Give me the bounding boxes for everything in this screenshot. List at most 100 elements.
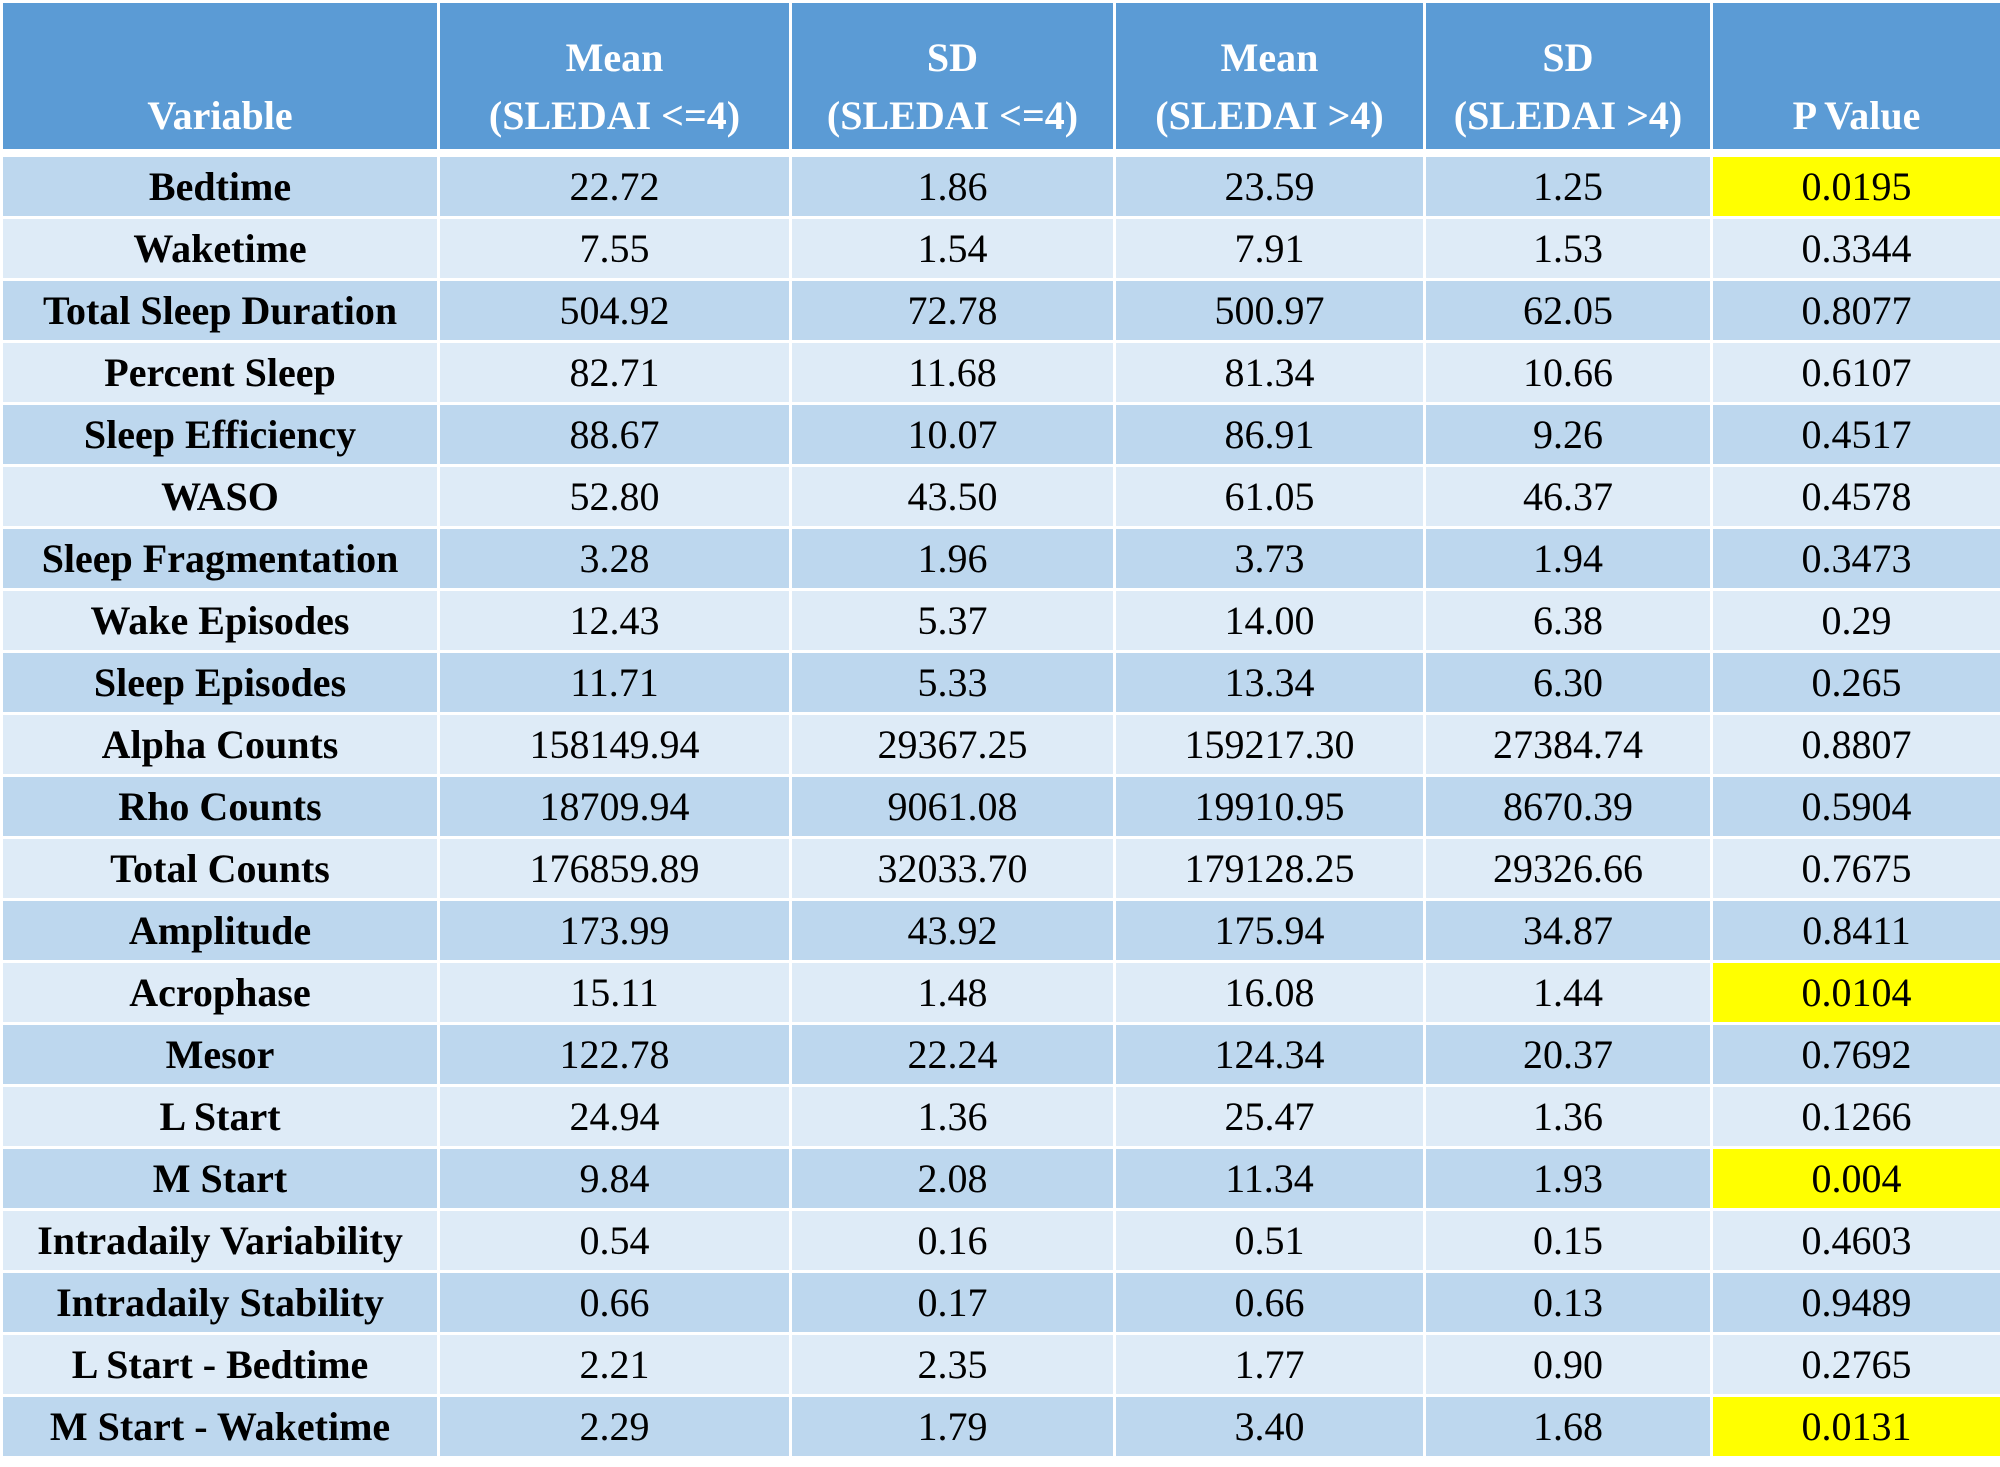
cell: 173.99 xyxy=(437,898,792,963)
cell: 13.34 xyxy=(1113,650,1426,715)
cell: 0.90 xyxy=(1423,1332,1713,1397)
cell: 504.92 xyxy=(437,278,792,343)
cell: 3.40 xyxy=(1113,1394,1426,1459)
header-text: Variable xyxy=(147,93,293,138)
table-row: Bedtime 22.72 1.86 23.59 1.25 0.0195 xyxy=(0,151,2000,219)
header-text: Mean xyxy=(565,35,664,80)
cell: 0.9489 xyxy=(1710,1270,2000,1335)
header-text: P Value xyxy=(1792,93,1921,138)
cell: 10.66 xyxy=(1423,340,1713,405)
cell: 124.34 xyxy=(1113,1022,1426,1087)
cell: 32033.70 xyxy=(789,836,1116,901)
cell: 22.24 xyxy=(789,1022,1116,1087)
cell: 2.08 xyxy=(789,1146,1116,1211)
cell: 9.84 xyxy=(437,1146,792,1211)
cell: 159217.30 xyxy=(1113,712,1426,777)
cell: 0.004 xyxy=(1710,1146,2000,1211)
cell: 0.7675 xyxy=(1710,836,2000,901)
cell: 0.0131 xyxy=(1710,1394,2000,1459)
cell: 29367.25 xyxy=(789,712,1116,777)
row-label: M Start xyxy=(0,1146,440,1211)
cell: 43.50 xyxy=(789,464,1116,529)
cell: 1.86 xyxy=(789,151,1116,219)
cell: 0.3473 xyxy=(1710,526,2000,591)
cell: 1.79 xyxy=(789,1394,1116,1459)
table-row: Sleep Episodes 11.71 5.33 13.34 6.30 0.265 xyxy=(0,650,2000,715)
cell: 1.77 xyxy=(1113,1332,1426,1397)
cell: 176859.89 xyxy=(437,836,792,901)
header-cell: Variable xyxy=(0,0,440,155)
cell: 0.4578 xyxy=(1710,464,2000,529)
cell: 0.3344 xyxy=(1710,216,2000,281)
cell: 2.29 xyxy=(437,1394,792,1459)
row-label: L Start xyxy=(0,1084,440,1149)
header-cell: SD (SLEDAI <=4) xyxy=(789,0,1116,155)
cell: 122.78 xyxy=(437,1022,792,1087)
cell: 2.21 xyxy=(437,1332,792,1397)
cell: 14.00 xyxy=(1113,588,1426,653)
cell: 1.96 xyxy=(789,526,1116,591)
table-row: M Start 9.84 2.08 11.34 1.93 0.004 xyxy=(0,1146,2000,1211)
row-label: Total Sleep Duration xyxy=(0,278,440,343)
cell: 0.1266 xyxy=(1710,1084,2000,1149)
cell: 6.38 xyxy=(1423,588,1713,653)
cell: 2.35 xyxy=(789,1332,1116,1397)
header-text: (SLEDAI <=4) xyxy=(826,93,1079,138)
cell: 86.91 xyxy=(1113,402,1426,467)
cell: 3.73 xyxy=(1113,526,1426,591)
cell: 34.87 xyxy=(1423,898,1713,963)
cell: 0.66 xyxy=(1113,1270,1426,1335)
table-row: Wake Episodes 12.43 5.37 14.00 6.38 0.29 xyxy=(0,588,2000,653)
cell: 7.55 xyxy=(437,216,792,281)
table-row: Total Sleep Duration 504.92 72.78 500.97 62.… xyxy=(0,278,2000,343)
cell: 10.07 xyxy=(789,402,1116,467)
row-label: M Start - Waketime xyxy=(0,1394,440,1459)
row-label: WASO xyxy=(0,464,440,529)
cell: 179128.25 xyxy=(1113,836,1426,901)
cell: 6.30 xyxy=(1423,650,1713,715)
cell: 5.37 xyxy=(789,588,1116,653)
cell: 0.4603 xyxy=(1710,1208,2000,1273)
table-row: L Start 24.94 1.36 25.47 1.36 0.1266 xyxy=(0,1084,2000,1149)
cell: 0.5904 xyxy=(1710,774,2000,839)
cell: 0.15 xyxy=(1423,1208,1713,1273)
cell: 88.67 xyxy=(437,402,792,467)
header-cell: P Value xyxy=(1710,0,2000,155)
cell: 1.53 xyxy=(1423,216,1713,281)
cell: 0.66 xyxy=(437,1270,792,1335)
table-row: Mesor 122.78 22.24 124.34 20.37 0.7692 xyxy=(0,1022,2000,1087)
cell: 0.265 xyxy=(1710,650,2000,715)
cell: 0.0195 xyxy=(1710,151,2000,219)
cell: 8670.39 xyxy=(1423,774,1713,839)
cell: 25.47 xyxy=(1113,1084,1426,1149)
cell: 27384.74 xyxy=(1423,712,1713,777)
cell: 18709.94 xyxy=(437,774,792,839)
cell: 0.29 xyxy=(1710,588,2000,653)
cell: 12.43 xyxy=(437,588,792,653)
cell: 1.36 xyxy=(1423,1084,1713,1149)
cell: 0.8807 xyxy=(1710,712,2000,777)
table-row: Waketime 7.55 1.54 7.91 1.53 0.3344 xyxy=(0,216,2000,281)
header-text: (SLEDAI >4) xyxy=(1155,93,1384,138)
table-header: Variable Mean (SLEDAI <=4) SD (SLEDAI <=4) Me… xyxy=(0,0,2000,155)
header-cell: Mean (SLEDAI <=4) xyxy=(437,0,792,155)
cell: 81.34 xyxy=(1113,340,1426,405)
header-row: Variable Mean (SLEDAI <=4) SD (SLEDAI <=4) Me… xyxy=(0,0,2000,155)
row-label: Intradaily Variability xyxy=(0,1208,440,1273)
cell: 46.37 xyxy=(1423,464,1713,529)
cell: 29326.66 xyxy=(1423,836,1713,901)
cell: 1.54 xyxy=(789,216,1116,281)
cell: 11.34 xyxy=(1113,1146,1426,1211)
table-row: WASO 52.80 43.50 61.05 46.37 0.4578 xyxy=(0,464,2000,529)
row-label: Sleep Episodes xyxy=(0,650,440,715)
row-label: Percent Sleep xyxy=(0,340,440,405)
cell: 20.37 xyxy=(1423,1022,1713,1087)
cell: 82.71 xyxy=(437,340,792,405)
cell: 0.8077 xyxy=(1710,278,2000,343)
cell: 1.36 xyxy=(789,1084,1116,1149)
table-row: Acrophase 15.11 1.48 16.08 1.44 0.0104 xyxy=(0,960,2000,1025)
row-label: Sleep Fragmentation xyxy=(0,526,440,591)
table-row: M Start - Waketime 2.29 1.79 3.40 1.68 0.0131 xyxy=(0,1394,2000,1459)
cell: 0.6107 xyxy=(1710,340,2000,405)
